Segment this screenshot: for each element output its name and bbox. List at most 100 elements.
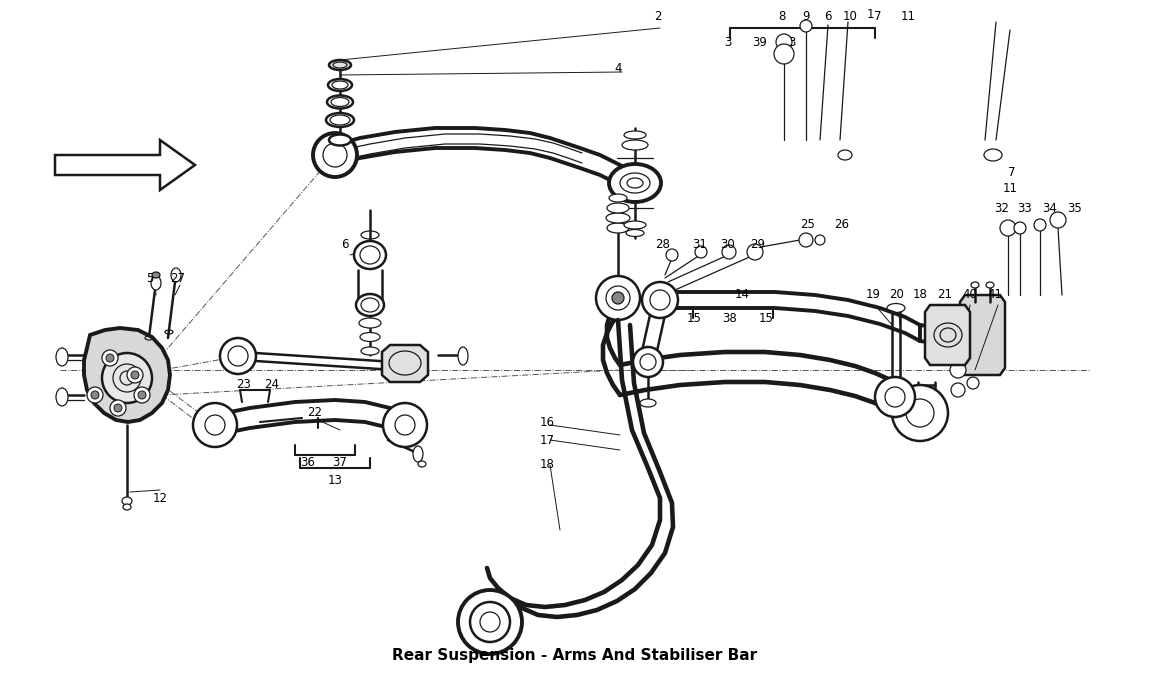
Circle shape [220, 338, 256, 374]
Ellipse shape [56, 348, 68, 366]
Circle shape [950, 362, 966, 378]
Circle shape [892, 385, 948, 441]
Text: 24: 24 [264, 378, 279, 391]
Text: 11: 11 [900, 10, 915, 23]
Text: 15: 15 [759, 311, 774, 324]
Ellipse shape [641, 399, 656, 407]
Ellipse shape [360, 333, 380, 342]
Ellipse shape [328, 79, 352, 91]
Text: 6: 6 [342, 238, 348, 251]
Text: 36: 36 [300, 456, 315, 469]
Text: 28: 28 [656, 238, 670, 251]
Text: 17: 17 [539, 434, 554, 447]
Text: 29: 29 [751, 238, 766, 251]
Circle shape [695, 246, 707, 258]
Circle shape [313, 133, 356, 177]
Ellipse shape [329, 135, 351, 145]
Polygon shape [382, 345, 428, 382]
Text: 34: 34 [1043, 201, 1058, 214]
Circle shape [1000, 220, 1015, 236]
Text: 20: 20 [890, 288, 904, 301]
Circle shape [642, 282, 678, 318]
Ellipse shape [123, 504, 131, 510]
Circle shape [722, 245, 736, 259]
Text: 35: 35 [1067, 201, 1082, 214]
Circle shape [91, 391, 99, 399]
Ellipse shape [329, 60, 351, 70]
Ellipse shape [626, 229, 644, 236]
Ellipse shape [838, 150, 852, 160]
Text: 16: 16 [539, 415, 554, 428]
Circle shape [967, 377, 979, 389]
Polygon shape [925, 305, 969, 365]
Ellipse shape [122, 497, 132, 505]
Text: 21: 21 [937, 288, 952, 301]
Ellipse shape [887, 303, 905, 313]
Circle shape [815, 235, 825, 245]
Circle shape [748, 244, 762, 260]
Polygon shape [960, 295, 1005, 375]
Text: 32: 32 [995, 201, 1010, 214]
Ellipse shape [610, 194, 627, 202]
Polygon shape [84, 328, 170, 422]
Text: 3: 3 [724, 36, 731, 48]
Ellipse shape [607, 203, 629, 213]
Text: 22: 22 [307, 406, 322, 419]
Text: 12: 12 [153, 492, 168, 505]
Text: 40: 40 [963, 288, 978, 301]
Ellipse shape [606, 213, 630, 223]
Ellipse shape [356, 294, 384, 316]
Circle shape [1050, 212, 1066, 228]
Polygon shape [55, 140, 196, 190]
Circle shape [800, 20, 812, 32]
Circle shape [106, 354, 114, 362]
Circle shape [632, 347, 664, 377]
Ellipse shape [56, 388, 68, 406]
Ellipse shape [986, 282, 994, 288]
Circle shape [774, 44, 793, 64]
Circle shape [596, 276, 641, 320]
Circle shape [458, 590, 522, 654]
Ellipse shape [984, 149, 1002, 161]
Text: 5: 5 [146, 272, 154, 285]
Ellipse shape [458, 347, 468, 365]
Ellipse shape [325, 113, 354, 127]
Circle shape [193, 403, 237, 447]
Text: 19: 19 [866, 288, 881, 301]
Text: 6: 6 [825, 10, 831, 23]
Circle shape [799, 233, 813, 247]
Text: 14: 14 [735, 288, 750, 301]
Circle shape [110, 400, 126, 416]
Text: 10: 10 [843, 10, 858, 23]
Ellipse shape [607, 223, 629, 233]
Circle shape [102, 353, 152, 403]
Text: 7: 7 [874, 10, 882, 23]
Circle shape [102, 350, 118, 366]
Text: 26: 26 [835, 219, 850, 232]
Text: 39: 39 [752, 36, 767, 48]
Circle shape [383, 403, 427, 447]
Text: 4: 4 [614, 61, 622, 74]
Circle shape [1034, 219, 1047, 231]
Ellipse shape [622, 140, 647, 150]
Ellipse shape [610, 164, 661, 202]
Circle shape [126, 367, 143, 383]
Text: 7: 7 [1009, 165, 1015, 178]
Text: 1: 1 [866, 8, 874, 20]
Text: 37: 37 [332, 456, 347, 469]
Text: 33: 33 [1018, 201, 1033, 214]
Text: 3: 3 [788, 36, 796, 48]
Text: 18: 18 [913, 288, 927, 301]
Text: 27: 27 [170, 272, 185, 285]
Text: 25: 25 [800, 219, 815, 232]
Ellipse shape [413, 446, 423, 462]
Ellipse shape [151, 276, 161, 290]
Circle shape [875, 377, 915, 417]
Text: 8: 8 [779, 10, 785, 23]
Ellipse shape [152, 272, 160, 278]
Circle shape [135, 387, 150, 403]
Ellipse shape [361, 347, 380, 355]
Circle shape [1014, 222, 1026, 234]
Text: 11: 11 [1003, 182, 1018, 195]
Text: 13: 13 [328, 473, 343, 486]
